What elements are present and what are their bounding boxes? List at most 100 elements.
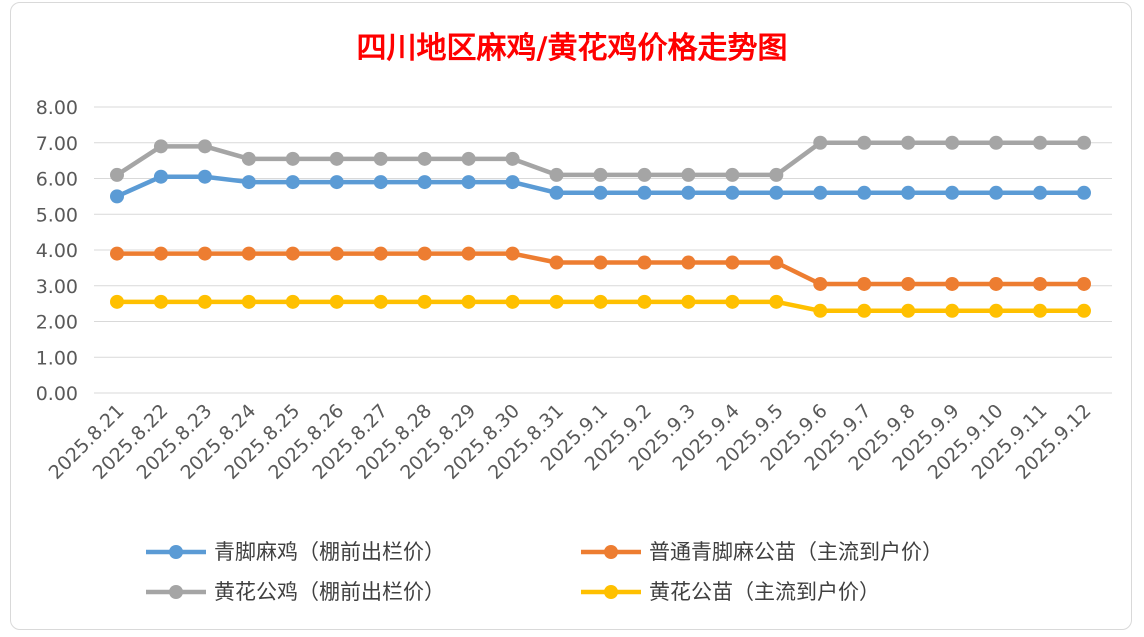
legend-label: 黄花公鸡（棚前出栏价） <box>214 580 445 604</box>
data-point <box>1033 276 1048 291</box>
data-point <box>857 303 872 318</box>
data-point <box>153 169 168 184</box>
data-point <box>197 294 212 309</box>
data-point <box>110 189 124 204</box>
data-point <box>1077 185 1091 200</box>
data-point <box>505 246 520 261</box>
data-point <box>725 167 740 182</box>
data-point <box>417 294 432 309</box>
data-point <box>857 135 872 150</box>
data-point <box>989 185 1004 200</box>
data-point <box>1077 135 1091 150</box>
y-tick-label: 4.00 <box>36 240 78 262</box>
y-tick-label: 2.00 <box>36 312 78 334</box>
data-point <box>901 185 916 200</box>
legend-item: 黄花公鸡（棚前出栏价） <box>146 580 445 604</box>
data-point <box>1077 276 1091 291</box>
legend-item: 黄花公苗（主流到户价） <box>581 580 880 604</box>
legend-swatch-marker <box>604 585 618 599</box>
y-tick-label: 5.00 <box>36 204 78 226</box>
legend-swatch-marker <box>169 545 183 559</box>
data-point <box>110 167 124 182</box>
y-tick-label: 6.00 <box>36 169 78 191</box>
data-point <box>813 185 828 200</box>
data-point <box>1033 135 1048 150</box>
y-tick-label: 0.00 <box>36 383 78 405</box>
data-point <box>329 175 344 190</box>
data-point <box>1033 303 1048 318</box>
data-point <box>769 185 784 200</box>
data-point <box>197 169 212 184</box>
data-point <box>769 255 784 270</box>
data-point <box>461 246 476 261</box>
data-point <box>681 255 696 270</box>
data-point <box>769 294 784 309</box>
legend-item: 普通青脚麻公苗（主流到户价） <box>581 540 943 564</box>
data-point <box>153 139 168 154</box>
data-point <box>549 167 564 182</box>
data-point <box>549 255 564 270</box>
data-point <box>461 175 476 190</box>
data-point <box>373 246 388 261</box>
data-point <box>373 151 388 166</box>
data-point <box>901 135 916 150</box>
data-point <box>241 175 256 190</box>
legend-swatch-marker <box>169 585 183 599</box>
data-point <box>1077 303 1091 318</box>
data-point <box>637 167 652 182</box>
data-point <box>329 151 344 166</box>
data-point <box>901 276 916 291</box>
data-point <box>329 246 344 261</box>
data-point <box>857 185 872 200</box>
data-point <box>241 151 256 166</box>
data-point <box>505 294 520 309</box>
data-point <box>373 175 388 190</box>
data-point <box>945 276 960 291</box>
series-2 <box>110 246 1091 291</box>
data-point <box>285 175 300 190</box>
data-point <box>725 185 740 200</box>
data-point <box>417 151 432 166</box>
data-point <box>681 185 696 200</box>
data-point <box>505 151 520 166</box>
series-1 <box>110 169 1091 204</box>
data-point <box>813 135 828 150</box>
data-point <box>110 294 124 309</box>
series-4 <box>110 294 1091 318</box>
data-point <box>417 175 432 190</box>
data-point <box>285 151 300 166</box>
data-point <box>637 185 652 200</box>
data-point <box>637 255 652 270</box>
data-point <box>241 294 256 309</box>
data-point <box>549 294 564 309</box>
data-point <box>197 246 212 261</box>
data-point <box>945 135 960 150</box>
data-point <box>153 294 168 309</box>
series-3 <box>110 135 1091 182</box>
data-point <box>681 294 696 309</box>
data-point <box>989 303 1004 318</box>
legend-label: 普通青脚麻公苗（主流到户价） <box>649 540 943 564</box>
data-point <box>285 246 300 261</box>
data-point <box>989 276 1004 291</box>
legend-label: 黄花公苗（主流到户价） <box>649 580 880 604</box>
data-point <box>461 294 476 309</box>
data-point <box>725 255 740 270</box>
data-point <box>637 294 652 309</box>
data-point <box>945 185 960 200</box>
data-point <box>549 185 564 200</box>
data-point <box>901 303 916 318</box>
data-point <box>197 139 212 154</box>
data-point <box>593 255 608 270</box>
data-point <box>461 151 476 166</box>
data-point <box>857 276 872 291</box>
data-point <box>417 246 432 261</box>
data-point <box>593 167 608 182</box>
data-point <box>153 246 168 261</box>
data-point <box>285 294 300 309</box>
data-point <box>373 294 388 309</box>
data-point <box>1033 185 1048 200</box>
data-point <box>725 294 740 309</box>
data-point <box>110 246 124 261</box>
